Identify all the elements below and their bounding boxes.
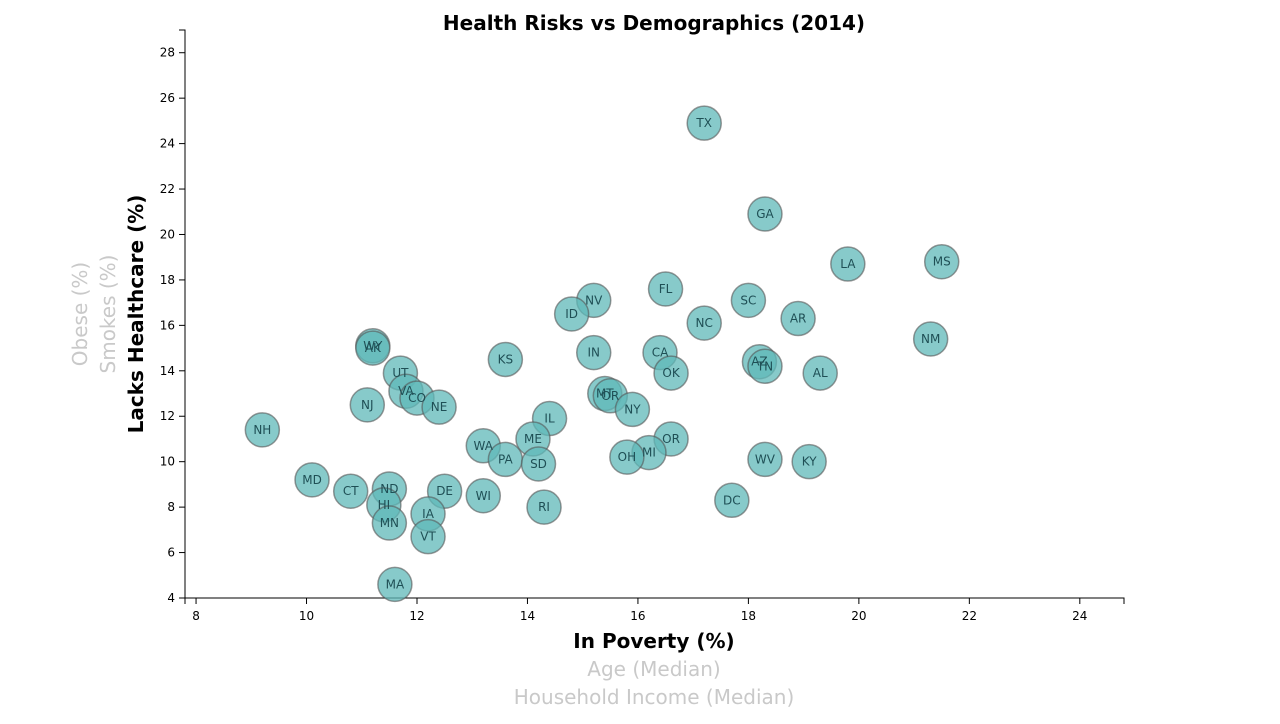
y-tick-label: 8: [167, 500, 175, 514]
x-tick-label: 8: [192, 609, 200, 623]
x-axis-label-poverty[interactable]: In Poverty (%): [573, 629, 734, 653]
state-marker-ma[interactable]: [377, 566, 413, 603]
y-tick-label: 14: [160, 364, 175, 378]
state-marker-dc[interactable]: [714, 482, 750, 519]
y-tick-label: 20: [160, 227, 175, 241]
state-marker-md[interactable]: [294, 462, 330, 498]
state-marker-ms[interactable]: [923, 243, 960, 280]
x-axis-label-age[interactable]: Age (Median): [587, 657, 720, 681]
y-axis-label-obese[interactable]: Obese (%): [68, 262, 92, 366]
x-tick-label: 16: [630, 609, 645, 623]
state-marker-id[interactable]: [553, 296, 590, 332]
x-axis: 8 10 12 14 16 18 20 22 24: [184, 597, 1125, 623]
state-marker-ri[interactable]: [526, 489, 562, 525]
state-marker-fl[interactable]: [647, 271, 684, 307]
state-marker-nm[interactable]: [912, 321, 949, 357]
x-axis-label-income[interactable]: Household Income (Median): [514, 685, 795, 709]
state-marker-al[interactable]: [802, 355, 838, 391]
state-marker-ar[interactable]: [780, 300, 816, 337]
y-tick-label: 6: [167, 546, 175, 560]
state-marker-tx[interactable]: [686, 105, 722, 141]
x-tick-label: 10: [299, 609, 314, 623]
state-marker-vt[interactable]: [410, 518, 446, 555]
y-tick-label: 10: [160, 455, 175, 469]
state-marker-ky[interactable]: [791, 443, 827, 480]
y-tick-label: 26: [160, 91, 175, 105]
state-marker-wi[interactable]: [465, 478, 502, 514]
data-points: [244, 105, 960, 603]
state-marker-nc[interactable]: [686, 305, 722, 341]
state-marker-ct[interactable]: [332, 473, 369, 509]
y-tick-label: 4: [167, 591, 175, 605]
state-marker-ne[interactable]: [421, 389, 457, 425]
y-tick-label: 24: [160, 137, 175, 151]
y-tick-label: 18: [160, 273, 175, 287]
y-tick-label: 22: [160, 182, 175, 196]
y-axis-label-healthcare[interactable]: Lacks Healthcare (%): [124, 195, 148, 434]
x-tick-label: 14: [520, 609, 535, 623]
y-axis-label-smokes[interactable]: Smokes (%): [96, 255, 120, 374]
x-tick-label: 22: [962, 609, 977, 623]
state-marker-nj[interactable]: [349, 387, 386, 423]
state-marker-ga[interactable]: [747, 196, 783, 232]
y-tick-label: 16: [160, 318, 175, 332]
x-axis-line: [184, 597, 1125, 604]
state-marker-in[interactable]: [575, 334, 612, 371]
y-tick-label: 12: [160, 409, 175, 423]
x-tick-label: 12: [409, 609, 424, 623]
chart-title: Health Risks vs Demographics (2014): [443, 11, 865, 35]
state-marker-ok[interactable]: [653, 355, 689, 391]
y-axis-line: [179, 29, 186, 599]
x-tick-label: 20: [851, 609, 866, 623]
state-marker-nh[interactable]: [244, 412, 281, 448]
state-marker-sc[interactable]: [730, 282, 767, 319]
x-tick-label: 18: [741, 609, 756, 623]
y-axis: 4 6 8 10 12 14 16 18 20 22 24 26 28: [160, 29, 186, 605]
state-marker-mn[interactable]: [371, 505, 408, 541]
state-marker-wv[interactable]: [747, 441, 783, 478]
state-marker-ak[interactable]: [355, 330, 391, 366]
state-marker-sd[interactable]: [520, 446, 557, 482]
state-marker-tn[interactable]: [747, 348, 783, 385]
x-tick-label: 24: [1072, 609, 1087, 623]
state-marker-pa[interactable]: [487, 441, 524, 478]
state-marker-ks[interactable]: [487, 341, 524, 378]
y-tick-label: 28: [160, 46, 175, 60]
state-marker-ny[interactable]: [614, 391, 651, 428]
state-marker-la[interactable]: [830, 246, 866, 282]
state-marker-oh[interactable]: [609, 439, 645, 475]
